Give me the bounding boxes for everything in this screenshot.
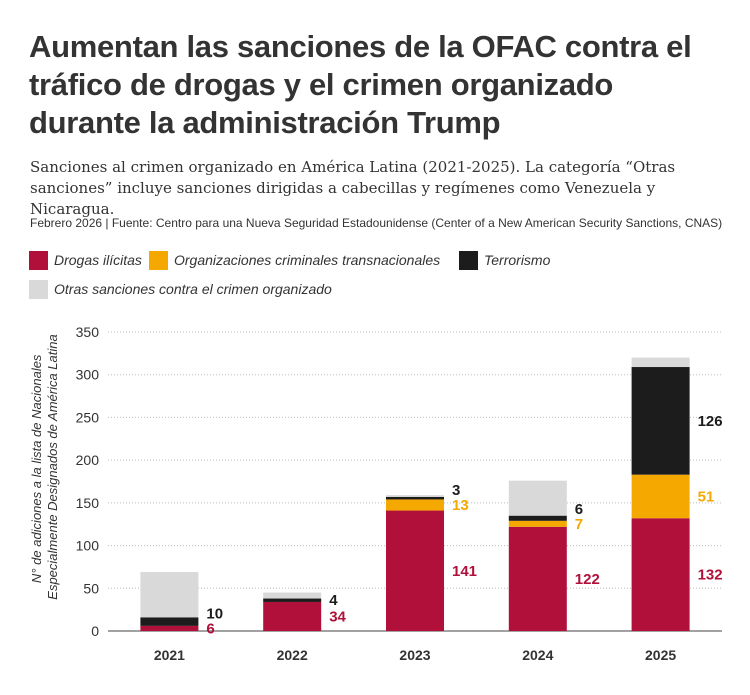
data-label-2021-drogas-ilicitas: 6 — [206, 620, 214, 637]
bar-2024-otras-sanciones-contra-el-crimen-organizado — [508, 480, 567, 516]
bar-2024-terrorismo — [508, 515, 567, 521]
bar-2025-drogas-ilicitas — [631, 518, 690, 631]
y-tick-label: 100 — [76, 538, 100, 554]
data-label-2023-drogas-ilicitas: 141 — [452, 563, 477, 580]
data-label-2023-organizaciones-criminales-transnacionales: 13 — [452, 497, 469, 514]
y-tick-label: 300 — [76, 367, 100, 383]
y-tick-label: 150 — [76, 495, 100, 511]
y-tick-label: 0 — [91, 623, 99, 639]
data-label-2024-terrorismo: 6 — [575, 501, 583, 518]
legend-swatch-otras — [29, 279, 48, 299]
bar-2025-organizaciones-criminales-transnacionales — [631, 474, 690, 519]
bar-2025-otras-sanciones-contra-el-crimen-organizado — [631, 357, 690, 368]
x-tick-label-2025: 2025 — [645, 647, 676, 663]
bar-2024-drogas-ilicitas — [508, 526, 567, 631]
legend-swatch-drogas — [29, 250, 48, 270]
data-label-2025-organizaciones-criminales-transnacionales: 51 — [698, 488, 715, 505]
legend-item-organizaciones: Organizaciones criminales transnacionale… — [149, 250, 440, 270]
legend-item-drogas: Drogas ilícitas — [29, 250, 142, 270]
y-tick-label: 200 — [76, 452, 100, 468]
source-note: Febrero 2026 | Fuente: Centro para una N… — [30, 216, 723, 230]
bar-2024-organizaciones-criminales-transnacionales — [508, 520, 567, 527]
legend-label-drogas: Drogas ilícitas — [54, 252, 142, 268]
bar-2025-terrorismo — [631, 367, 690, 475]
y-tick-label: 50 — [83, 580, 99, 596]
data-label-2025-terrorismo: 126 — [698, 413, 723, 430]
bar-2021-terrorismo — [140, 617, 199, 626]
bar-2022-terrorismo — [263, 598, 322, 602]
data-label-2024-drogas-ilicitas: 122 — [575, 571, 600, 588]
legend-label-organizaciones: Organizaciones criminales transnacionale… — [174, 252, 441, 268]
x-tick-label-2022: 2022 — [277, 647, 308, 663]
bar-2023-organizaciones-criminales-transnacionales — [386, 499, 444, 511]
grid-layer: 0 50 100 150 200 250 300 350 — [76, 324, 722, 639]
bars-layer — [140, 357, 690, 631]
legend-item-otras: Otras sanciones contra el crimen organiz… — [29, 279, 332, 299]
legend-item-terrorismo: Terrorismo — [459, 250, 550, 270]
bar-2023-otras-sanciones-contra-el-crimen-organizado — [386, 495, 444, 497]
bar-2023-terrorismo — [386, 496, 444, 500]
legend-label-terrorismo: Terrorismo — [484, 252, 551, 268]
data-label-2024-organizaciones-criminales-transnacionales: 7 — [575, 516, 583, 533]
chart-title: Aumentan las sanciones de la OFAC contra… — [29, 29, 692, 140]
bar-2022-otras-sanciones-contra-el-crimen-organizado — [263, 592, 322, 599]
labels-layer: 2021610202234420231411332024122762025132… — [154, 413, 723, 663]
chart-subtitle: Sanciones al crimen organizado en Améric… — [30, 158, 676, 218]
data-label-2022-drogas-ilicitas: 34 — [329, 608, 346, 625]
data-label-2025-drogas-ilicitas: 132 — [698, 567, 723, 584]
data-label-2022-terrorismo: 4 — [329, 592, 338, 609]
bar-2021-otras-sanciones-contra-el-crimen-organizado — [140, 572, 199, 618]
bar-2023-drogas-ilicitas — [386, 510, 444, 631]
y-axis-label: N° de adiciones a la lista de Nacionales… — [29, 334, 60, 599]
x-tick-label-2021: 2021 — [154, 647, 185, 663]
x-tick-label-2024: 2024 — [522, 647, 553, 663]
bar-2021-drogas-ilicitas — [140, 625, 199, 631]
legend-label-otras: Otras sanciones contra el crimen organiz… — [54, 281, 332, 297]
legend-swatch-terrorismo — [459, 250, 478, 270]
x-tick-label-2023: 2023 — [399, 647, 430, 663]
y-axis-label-line-2: Especialmente Designados de América Lati… — [45, 334, 60, 599]
y-tick-label: 350 — [76, 324, 100, 340]
y-axis-label-line-1: N° de adiciones a la lista de Nacionales — [29, 354, 44, 583]
legend-swatch-organizaciones — [149, 250, 168, 270]
data-label-2023-terrorismo: 3 — [452, 482, 460, 499]
bar-2022-drogas-ilicitas — [263, 601, 322, 631]
data-label-2021-terrorismo: 10 — [206, 605, 223, 622]
y-tick-label: 250 — [76, 409, 100, 425]
